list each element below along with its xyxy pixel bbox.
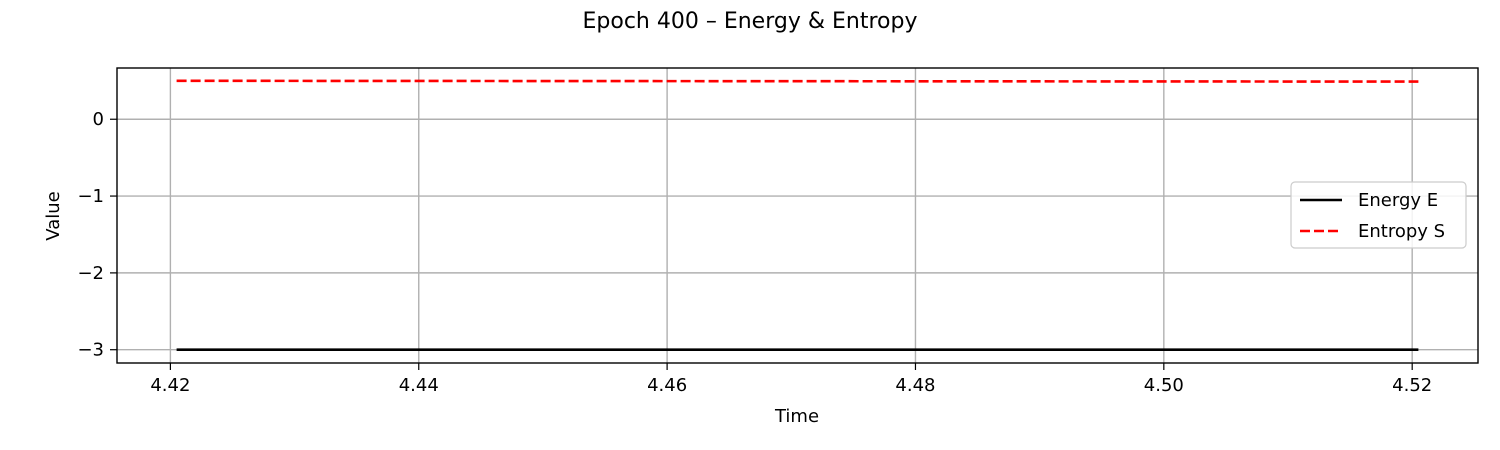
legend-label: Entropy S — [1358, 221, 1445, 242]
x-tick-label: 4.42 — [150, 375, 190, 396]
x-tick-label: 4.50 — [1144, 375, 1184, 396]
x-tick-label: 4.52 — [1392, 375, 1432, 396]
y-tick-label: −3 — [77, 340, 104, 361]
y-tick-label: −1 — [77, 186, 104, 207]
x-axis-label: Time — [774, 406, 819, 427]
legend-label: Energy E — [1358, 190, 1438, 211]
y-axis-ticks: 0 −1 −2 −3 — [77, 109, 117, 361]
x-tick-label: 4.46 — [647, 375, 687, 396]
x-tick-label: 4.44 — [399, 375, 439, 396]
y-axis-label: Value — [43, 191, 64, 240]
x-axis-ticks: 4.42 4.44 4.46 4.48 4.50 4.52 — [150, 363, 1432, 396]
grid — [117, 68, 1478, 363]
series-line-entropy — [176, 79, 1419, 83]
plot-area-frame — [116, 67, 1479, 364]
y-tick-label: 0 — [93, 109, 104, 130]
chart-title: Epoch 400 – Energy & Entropy — [583, 9, 918, 34]
y-tick-label: −2 — [77, 263, 104, 284]
series-lines — [176, 79, 1419, 352]
x-tick-label: 4.48 — [895, 375, 935, 396]
legend: Energy E Entropy S — [1290, 181, 1467, 249]
